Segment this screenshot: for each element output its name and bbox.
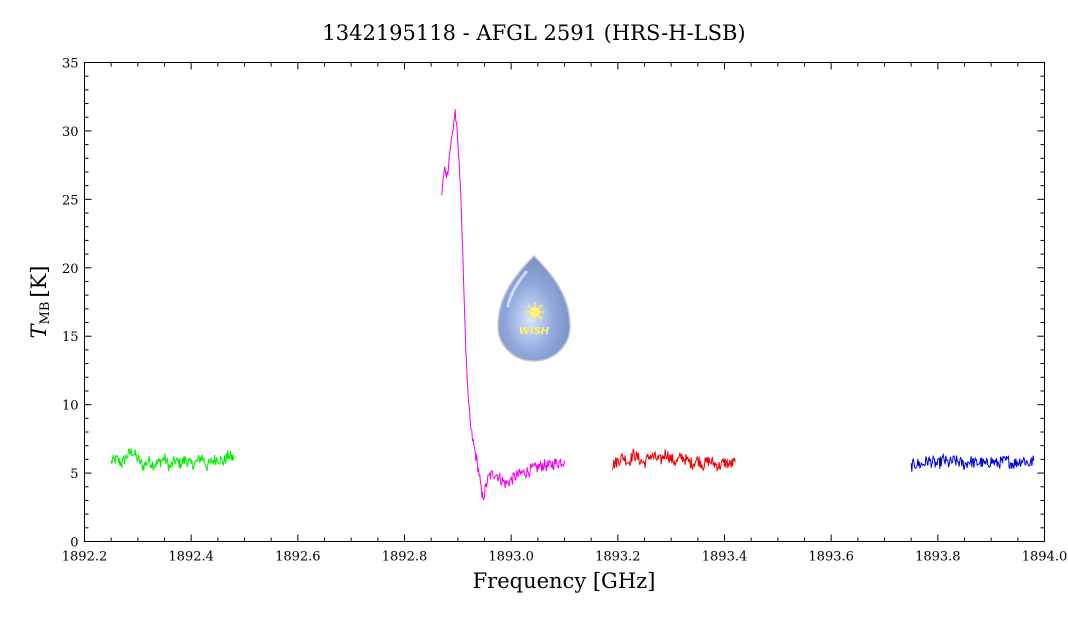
y-tick-label: 35 <box>62 57 79 72</box>
x-tick-label: 1893.6 <box>808 550 854 565</box>
x-axis-label: Frequency [GHz] <box>473 569 656 593</box>
x-tick-label: 1893.4 <box>702 550 748 565</box>
series-line-1 <box>441 109 565 500</box>
y-tick-label: 25 <box>62 193 79 208</box>
x-tick-label: 1894.0 <box>1022 550 1068 565</box>
chart-title: 1342195118 - AFGL 2591 (HRS-H-LSB) <box>322 21 745 45</box>
y-tick-label: 0 <box>70 536 78 551</box>
y-tick-label: 5 <box>70 467 78 482</box>
x-tick-label: 1893.2 <box>595 550 641 565</box>
star-rays <box>525 302 545 322</box>
droplet-highlight <box>506 270 528 308</box>
y-tick-label: 20 <box>62 262 79 277</box>
series-line-0 <box>110 448 235 472</box>
x-tick-label: 1892.8 <box>382 550 428 565</box>
x-tick-label: 1892.6 <box>275 550 321 565</box>
wish-logo: WISH <box>497 254 571 362</box>
y-axis-label-unit: [K] <box>27 266 51 298</box>
x-tick-label: 1892.4 <box>168 550 214 565</box>
y-tick-label: 10 <box>62 399 79 414</box>
y-axis-label: TMB [K] <box>27 266 53 339</box>
series-layer <box>110 109 1035 500</box>
y-axis-label-sub: MB <box>38 302 53 325</box>
x-tick-label: 1893.0 <box>488 550 534 565</box>
y-axis-label-main: T <box>27 322 51 338</box>
series-line-2 <box>612 448 736 472</box>
wish-logo-text: WISH <box>519 326 550 337</box>
y-tick-label: 15 <box>62 330 79 345</box>
x-tick-label: 1893.8 <box>915 550 961 565</box>
y-tick-label: 30 <box>62 125 79 140</box>
ticks-layer: 1892.2 1892.4 1892.6 1892.8 1893.0 1893.2 1893… <box>62 57 1068 565</box>
series-line-3 <box>910 452 1035 472</box>
x-tick-label: 1892.2 <box>62 550 108 565</box>
